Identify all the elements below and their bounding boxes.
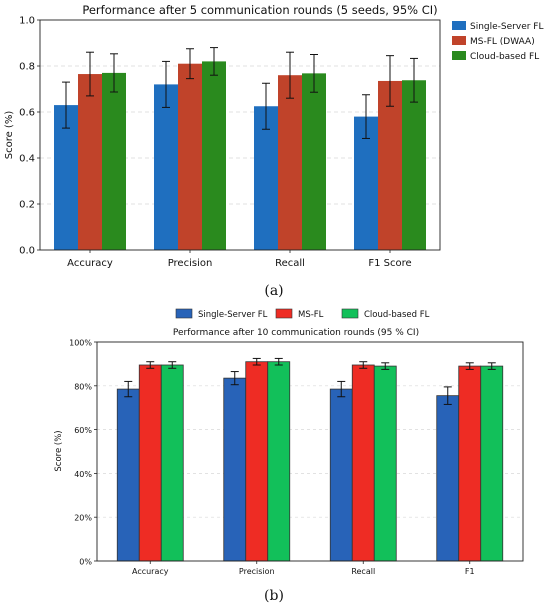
- chart-b-axes-frame: [96, 341, 524, 562]
- chart-a-bar: [178, 63, 202, 251]
- chart-a-ytick-label: 1.0: [19, 16, 35, 27]
- chart-b-ytick-label: 20%: [74, 514, 92, 523]
- chart-b-bar: [458, 365, 482, 562]
- chart-a-ytick-label: 0.2: [19, 200, 35, 211]
- chart-a-bar: [54, 105, 78, 250]
- chart-b-bar: [436, 395, 460, 562]
- chart-b-ytick-label: 100%: [69, 339, 92, 348]
- chart-a: 0.0 0.2 0.4 0.6 0.8 1.0 Accuracy Precision Recal…: [19, 16, 543, 270]
- chart-a-legend-label: Cloud-based FL: [470, 52, 539, 62]
- chart-b-caption: (b): [264, 588, 284, 604]
- chart-a-ytick-label: 0.0: [19, 246, 35, 257]
- chart-a-bar: [78, 74, 102, 250]
- chart-b-legend-swatch: [175, 308, 193, 319]
- chart-b-legend-swatch: [275, 308, 293, 319]
- chart-a-legend-swatch: [452, 21, 466, 30]
- chart-a-xtick-label: Accuracy: [67, 258, 113, 269]
- chart-b-bar: [329, 388, 353, 562]
- chart-a-legend-label: Single-Server FL: [470, 22, 543, 32]
- chart-b-bar: [245, 361, 269, 562]
- chart-a-axes-frame: [39, 19, 441, 251]
- chart-a-bar: [254, 106, 278, 250]
- chart-b-bar: [480, 365, 504, 562]
- chart-b-ylabel: Score (%): [54, 430, 64, 471]
- chart-b-bar: [138, 364, 162, 562]
- chart-b-ytick-label: 0%: [79, 558, 92, 567]
- chart-a-ytick-label: 0.8: [19, 62, 35, 73]
- chart-b-xtick-label: F1: [465, 567, 475, 576]
- chart-b-xtick-label: Precision: [239, 567, 275, 576]
- chart-b-xtick-label: Accuracy: [132, 567, 169, 576]
- chart-b-legend-label: MS-FL: [298, 310, 324, 320]
- chart-a-xtick-label: Recall: [275, 258, 305, 269]
- chart-b-bar: [351, 364, 375, 562]
- chart-a-bar: [378, 80, 402, 250]
- chart-a-bar: [402, 80, 426, 250]
- chart-b-title: Performance after 10 communication round…: [173, 328, 419, 338]
- chart-a-bar: [278, 75, 302, 250]
- chart-a-xtick-label: Precision: [168, 258, 213, 269]
- chart-b: 0% 20% 40% 60% 80% 100% Accuracy Precision Recal…: [69, 308, 524, 576]
- chart-a-bar: [302, 73, 326, 250]
- chart-a-legend-label: MS-FL (DWAA): [470, 37, 535, 47]
- chart-a-legend-swatch: [452, 51, 466, 60]
- chart-a-ylabel: Score (%): [4, 111, 15, 160]
- chart-a-ytick-label: 0.4: [19, 154, 35, 165]
- chart-b-legend-label: Cloud-based FL: [364, 310, 430, 320]
- chart-b-ytick-label: 60%: [74, 426, 92, 435]
- chart-b-legend-label: Single-Server FL: [198, 310, 268, 320]
- chart-b-ytick-label: 40%: [74, 470, 92, 479]
- chart-b-xtick-label: Recall: [351, 567, 375, 576]
- chart-a-caption: (a): [264, 283, 283, 299]
- chart-b-ytick-label: 80%: [74, 382, 92, 391]
- chart-b-bar: [373, 365, 397, 562]
- chart-b-bar: [116, 388, 140, 562]
- chart-a-bar: [102, 72, 126, 251]
- chart-a-title: Performance after 5 communication rounds…: [82, 3, 437, 17]
- chart-a-bar: [202, 61, 226, 251]
- chart-a-legend-swatch: [452, 36, 466, 45]
- chart-b-legend-swatch: [341, 308, 359, 319]
- chart-a-ytick-label: 0.6: [19, 108, 35, 119]
- chart-b-bar: [267, 361, 291, 562]
- chart-a-bar: [154, 84, 178, 251]
- chart-a-xtick-label: F1 Score: [368, 258, 411, 269]
- chart-b-bar: [160, 364, 184, 562]
- chart-b-bar: [223, 377, 247, 562]
